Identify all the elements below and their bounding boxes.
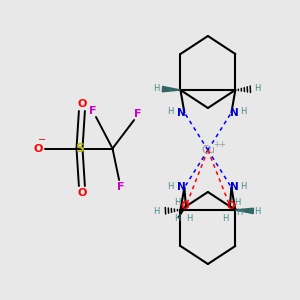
Text: F: F: [117, 182, 124, 192]
Text: O: O: [77, 188, 87, 198]
Text: O: O: [34, 143, 43, 154]
Text: H: H: [240, 107, 247, 116]
Text: H: H: [240, 182, 247, 191]
Text: H: H: [174, 198, 181, 207]
Text: H: H: [222, 214, 229, 223]
Text: F: F: [134, 109, 142, 119]
Text: N: N: [177, 107, 186, 118]
Polygon shape: [235, 208, 254, 214]
Text: H: H: [167, 107, 173, 116]
Text: −: −: [38, 135, 46, 145]
Text: ++: ++: [213, 140, 226, 149]
Text: O: O: [181, 201, 190, 211]
Text: H: H: [254, 207, 260, 216]
Text: H: H: [254, 84, 260, 93]
Text: N: N: [177, 182, 186, 192]
Text: H: H: [153, 84, 160, 93]
Text: H: H: [236, 208, 243, 217]
Text: H: H: [186, 214, 192, 223]
Text: H: H: [174, 214, 180, 223]
Text: Cu: Cu: [201, 145, 215, 155]
Text: O: O: [77, 99, 87, 110]
Text: N: N: [230, 182, 239, 192]
Text: N: N: [230, 107, 239, 118]
Text: F: F: [89, 106, 97, 116]
Text: H: H: [153, 207, 160, 216]
Text: H: H: [235, 198, 241, 207]
Text: S: S: [75, 142, 84, 155]
Polygon shape: [162, 86, 181, 92]
Text: H: H: [167, 182, 173, 191]
Text: O: O: [226, 201, 235, 211]
